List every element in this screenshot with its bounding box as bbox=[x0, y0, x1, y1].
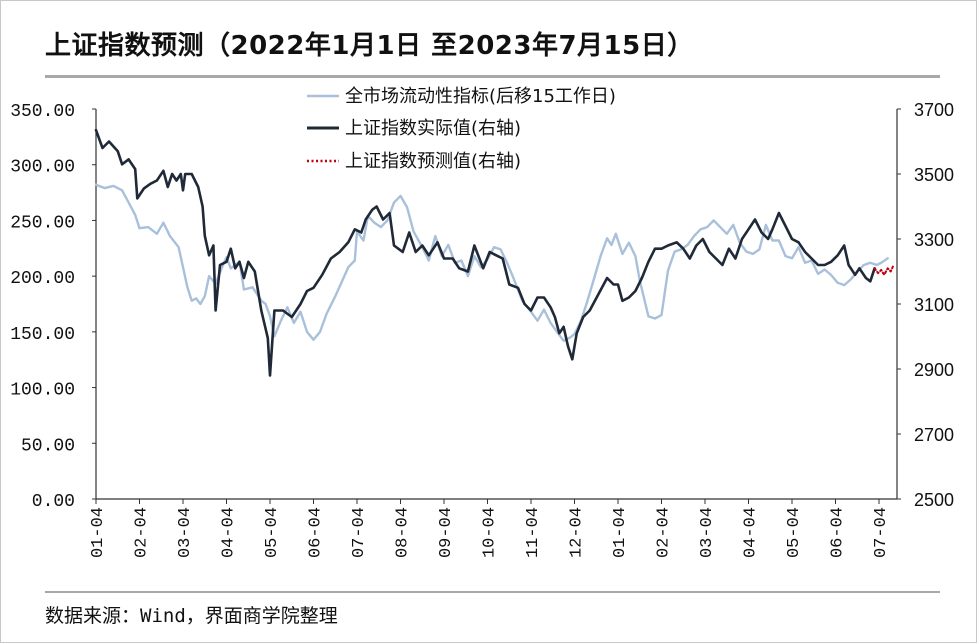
x-tick-label: 01-04 bbox=[611, 507, 630, 558]
x-tick-label: 05-04 bbox=[263, 507, 282, 558]
legend: 全市场流动性指标(后移15工作日) 上证指数实际值(右轴) 上证指数预测值(右轴) bbox=[307, 86, 616, 172]
x-tick-label: 03-04 bbox=[698, 507, 717, 558]
left-tick-label: 0.00 bbox=[32, 492, 75, 512]
left-tick-label: 200.00 bbox=[10, 269, 75, 289]
x-tick-label: 10-04 bbox=[481, 507, 500, 558]
left-tick-label: 300.00 bbox=[10, 158, 75, 178]
source-rule bbox=[45, 591, 940, 593]
series-liquidity-line bbox=[94, 183, 889, 342]
x-tick-label: 03-04 bbox=[176, 507, 195, 558]
right-tick-label: 3100 bbox=[914, 295, 954, 315]
x-tick-label: 02-04 bbox=[655, 507, 674, 558]
legend-label: 上证指数实际值(右轴) bbox=[345, 118, 521, 139]
x-tick-label: 07-04 bbox=[872, 507, 891, 558]
x-tick-label: 04-04 bbox=[742, 507, 761, 558]
series-forecast-line bbox=[873, 265, 894, 276]
x-tick-label: 09-04 bbox=[437, 507, 456, 558]
x-tick-label: 06-04 bbox=[829, 507, 848, 558]
right-tick-label: 2700 bbox=[914, 425, 954, 445]
legend-label: 全市场流动性指标(后移15工作日) bbox=[345, 86, 616, 107]
x-tick-label: 02-04 bbox=[133, 507, 152, 558]
x-tick-label: 08-04 bbox=[394, 507, 413, 558]
x-tick-label: 06-04 bbox=[307, 507, 326, 558]
legend-label: 上证指数预测值(右轴) bbox=[345, 151, 521, 172]
right-tick-label: 3300 bbox=[914, 230, 954, 250]
right-tick-label: 2500 bbox=[914, 490, 954, 510]
x-tick-label: 04-04 bbox=[220, 507, 239, 558]
x-tick-label: 07-04 bbox=[350, 507, 369, 558]
right-tick-label: 3500 bbox=[914, 165, 954, 185]
right-tick-label: 2900 bbox=[914, 360, 954, 380]
x-tick-label: 05-04 bbox=[785, 507, 804, 558]
left-tick-label: 50.00 bbox=[21, 436, 75, 456]
chart-canvas: 0.00 50.00 100.00 150.00 200.00 250.00 300.00 3… bbox=[10, 86, 954, 558]
left-tick-label: 350.00 bbox=[10, 102, 75, 122]
series-actual-line bbox=[94, 128, 876, 377]
title-rule bbox=[45, 75, 940, 78]
left-tick-label: 150.00 bbox=[10, 325, 75, 345]
axes-layer: 0.00 50.00 100.00 150.00 200.00 250.00 300.00 3… bbox=[10, 100, 954, 558]
left-tick-label: 100.00 bbox=[10, 381, 75, 401]
left-tick-label: 250.00 bbox=[10, 213, 75, 233]
x-tick-label: 12-04 bbox=[568, 507, 587, 558]
chart-title: 上证指数预测（2022年1月1日 至2023年7月15日） bbox=[45, 31, 694, 61]
x-tick-label: 11-04 bbox=[524, 507, 543, 558]
right-tick-label: 3700 bbox=[914, 100, 954, 120]
x-tick-label: 01-04 bbox=[89, 507, 108, 558]
series-layer bbox=[94, 128, 894, 377]
source-note: 数据来源：Wind，界面商学院整理 bbox=[45, 605, 338, 627]
